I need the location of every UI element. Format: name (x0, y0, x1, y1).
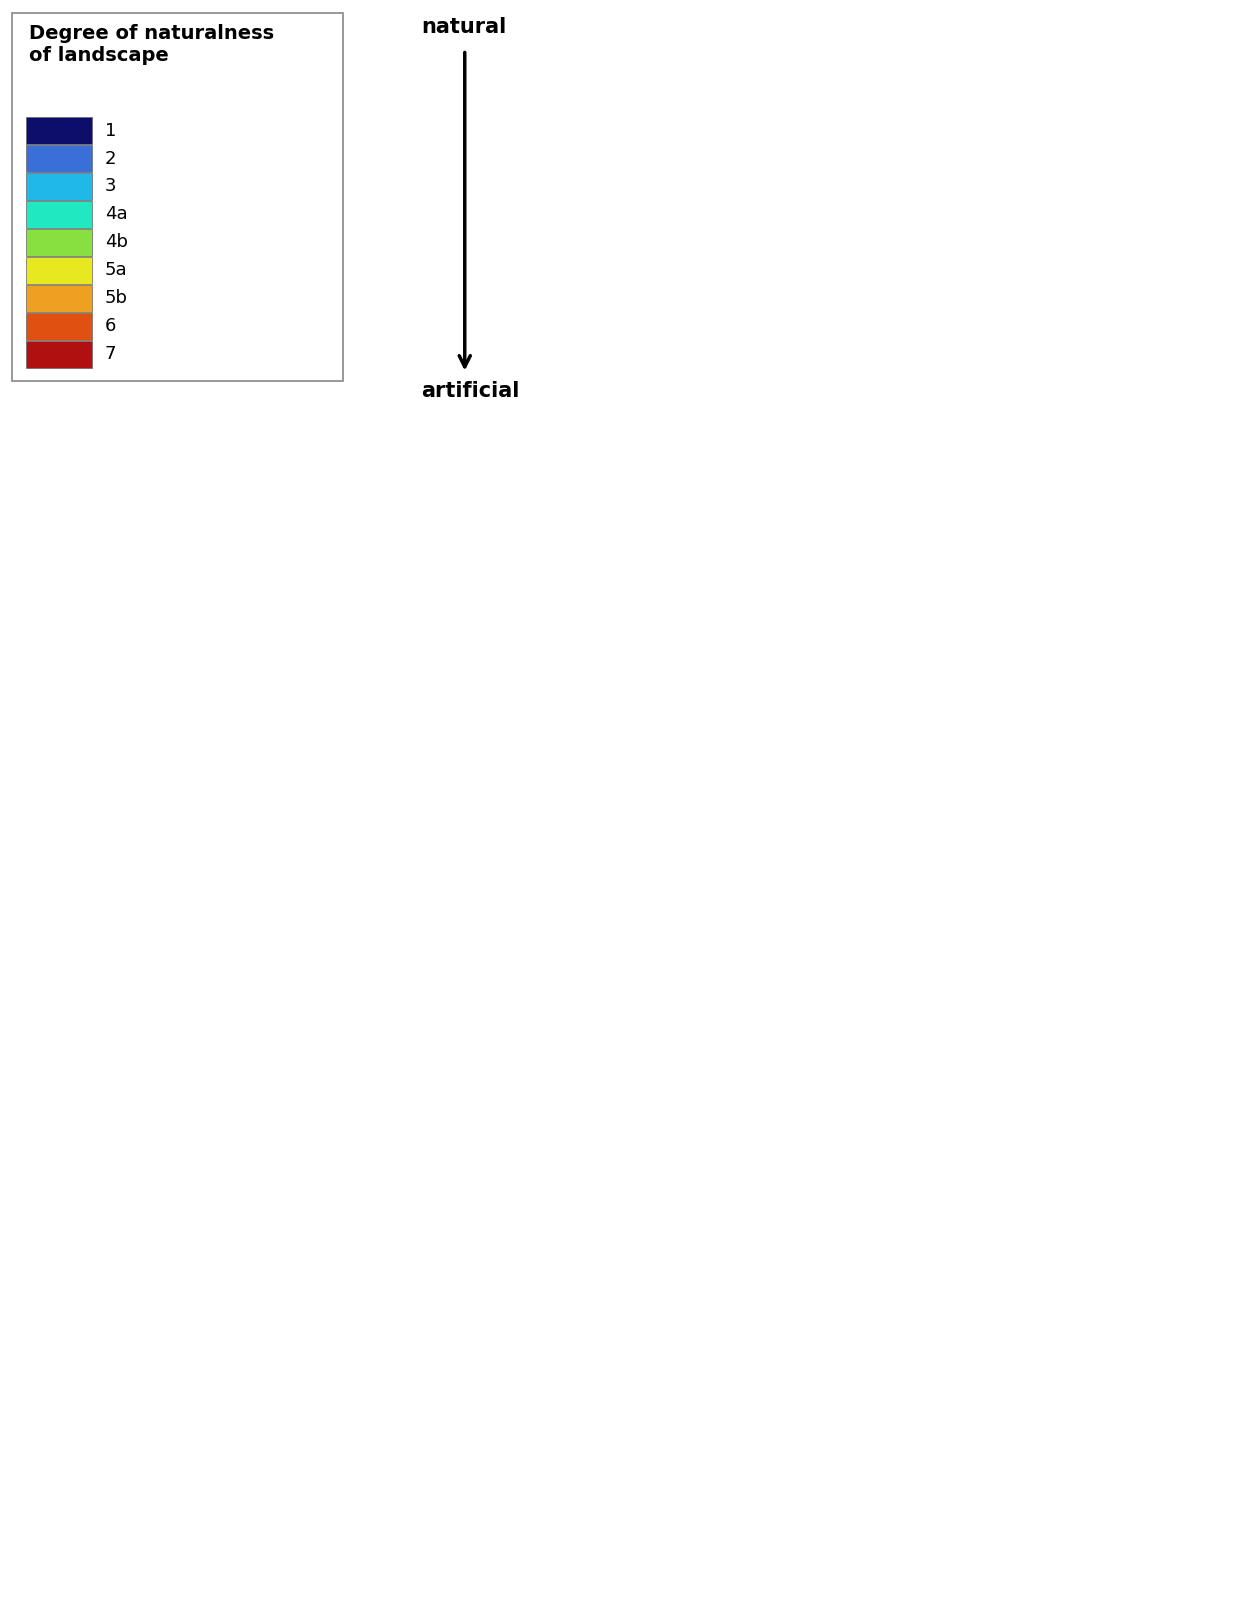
Bar (26, 202, 92, 229)
Text: Degree of naturalness
of landscape: Degree of naturalness of landscape (29, 24, 274, 66)
Bar (26, 146, 92, 173)
Text: 7: 7 (105, 346, 116, 363)
Bar (26, 312, 92, 339)
Bar (26, 285, 92, 312)
Text: 5a: 5a (105, 261, 127, 280)
Text: artificial: artificial (421, 381, 520, 402)
Text: 5b: 5b (105, 290, 128, 307)
Bar (26, 173, 92, 200)
Text: 3: 3 (105, 178, 116, 195)
Text: 4a: 4a (105, 205, 127, 224)
Bar (26, 256, 92, 285)
Text: natural: natural (421, 16, 506, 37)
Bar (26, 229, 92, 256)
Text: 6: 6 (105, 317, 116, 336)
Bar (26, 117, 92, 144)
Bar (26, 341, 92, 368)
Text: 2: 2 (105, 149, 116, 168)
Text: 4b: 4b (105, 234, 128, 251)
Text: 1: 1 (105, 122, 116, 139)
